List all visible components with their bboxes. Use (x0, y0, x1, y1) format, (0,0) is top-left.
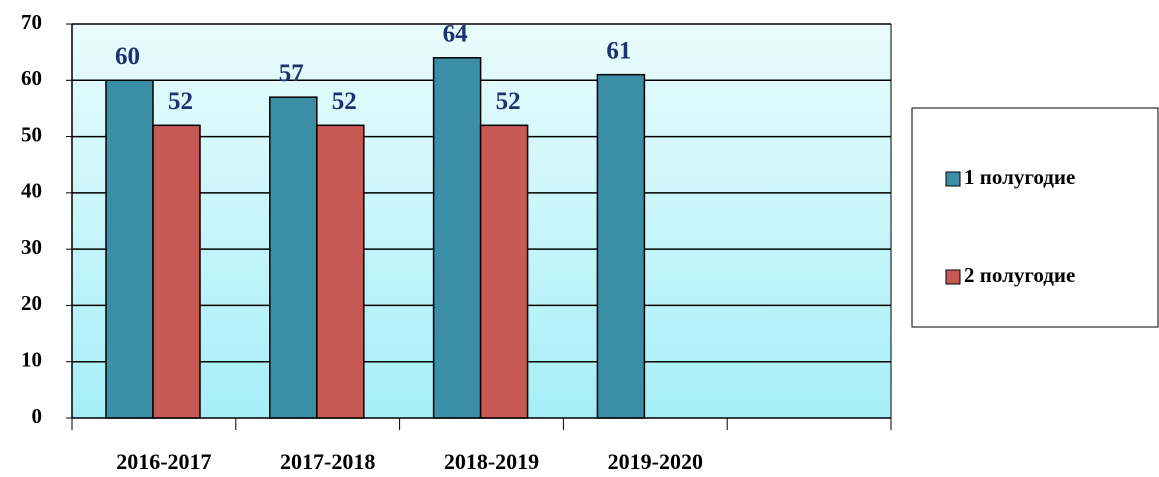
legend-label: 1 полугодие (964, 165, 1075, 189)
data-label: 60 (115, 43, 140, 70)
x-tick-label: 2016-2017 (116, 449, 211, 474)
data-label: 61 (606, 37, 631, 64)
x-tick-label: 2019-2020 (608, 449, 703, 474)
y-tick-label: 40 (21, 179, 42, 203)
bar (479, 124, 529, 419)
data-label: 57 (279, 60, 304, 87)
x-tick-label: 2017-2018 (280, 449, 375, 474)
y-tick-label: 0 (32, 404, 43, 428)
bar (316, 124, 365, 419)
bar (432, 57, 482, 419)
bar (105, 79, 154, 419)
data-label: 52 (168, 88, 193, 115)
legend-swatch (945, 171, 961, 187)
y-tick-label: 60 (21, 66, 42, 90)
bar (152, 124, 201, 419)
x-tick-label: 2018-2019 (444, 449, 539, 474)
legend-box (911, 107, 1159, 328)
bar (596, 73, 646, 419)
data-label: 52 (332, 88, 357, 115)
y-tick-label: 10 (21, 348, 42, 372)
y-tick-label: 20 (21, 291, 42, 315)
legend-label: 2 полугодие (964, 263, 1075, 287)
data-label: 52 (496, 88, 521, 115)
bar (269, 96, 318, 419)
legend-swatch (945, 269, 961, 285)
y-tick-label: 30 (21, 235, 42, 259)
data-label: 64 (443, 21, 469, 48)
y-tick-label: 70 (21, 10, 42, 34)
y-tick-label: 50 (21, 122, 42, 146)
